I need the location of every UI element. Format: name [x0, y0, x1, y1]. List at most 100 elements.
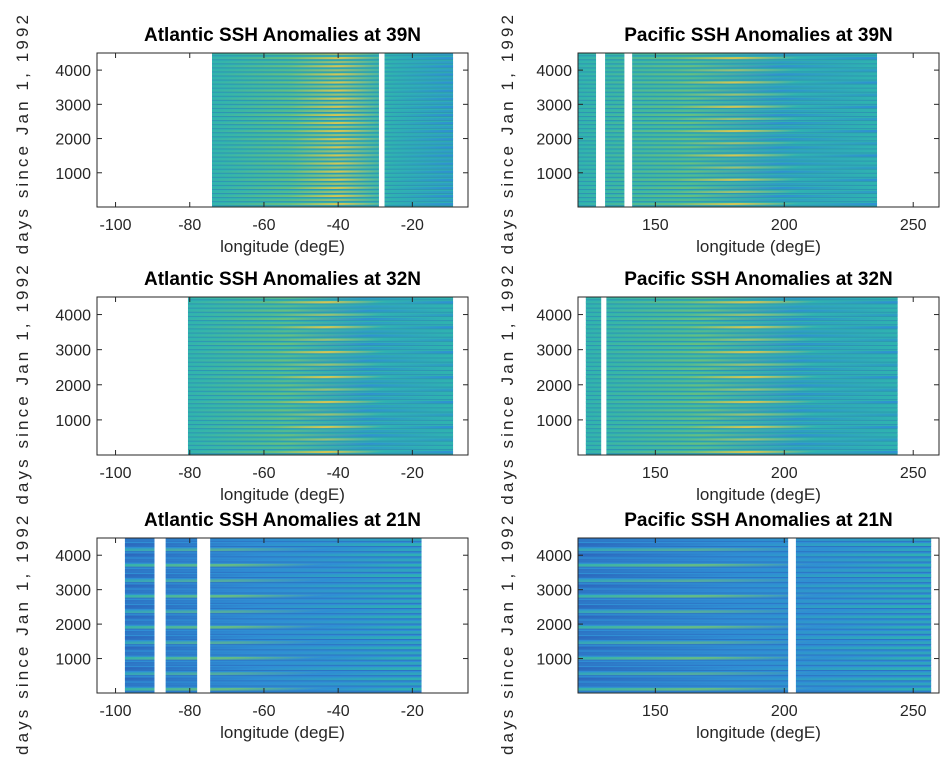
- anomaly-band: [578, 150, 878, 153]
- anomaly-trough: [578, 148, 878, 150]
- x-tick-label: -100: [100, 465, 132, 482]
- anomaly-trough: [578, 103, 878, 105]
- anomaly-trough: [585, 328, 898, 330]
- anomaly-trough: [124, 649, 422, 651]
- anomaly-trough: [124, 540, 422, 542]
- anomaly-band: [585, 430, 898, 433]
- anomaly-trough: [578, 670, 932, 672]
- anomaly-band: [124, 600, 422, 603]
- anomaly-trough: [578, 140, 878, 142]
- anomaly-band: [585, 421, 898, 425]
- anomaly-band: [585, 450, 898, 454]
- anomaly-trough: [578, 680, 932, 682]
- anomaly-trough: [212, 59, 454, 61]
- anomaly-trough: [212, 152, 454, 154]
- anomaly-band: [578, 600, 932, 603]
- anomaly-trough: [124, 556, 422, 558]
- anomaly-band: [124, 584, 422, 588]
- x-tick-label: 250: [900, 217, 927, 234]
- anomaly-band: [187, 334, 454, 337]
- anomaly-band: [578, 182, 878, 185]
- anomaly-band: [585, 413, 898, 416]
- anomaly-band: [578, 154, 878, 157]
- anomaly-band: [187, 305, 454, 308]
- anomaly-trough: [187, 386, 454, 388]
- anomaly-trough: [212, 83, 454, 85]
- anomaly-trough: [212, 95, 454, 97]
- anomaly-band: [585, 363, 898, 366]
- chart-title: Pacific SSH Anomalies at 39N: [624, 25, 893, 46]
- heatmap-field: [124, 538, 422, 693]
- anomaly-band: [212, 154, 454, 157]
- x-tick-label: -20: [401, 217, 424, 234]
- chart-title: Pacific SSH Anomalies at 21N: [624, 510, 893, 531]
- anomaly-trough: [578, 592, 932, 594]
- x-tick-label: 150: [642, 703, 669, 720]
- anomaly-band: [187, 388, 454, 391]
- anomaly-band: [124, 553, 422, 557]
- anomaly-band: [124, 615, 422, 619]
- y-tick-label: 2000: [536, 378, 572, 395]
- anomaly-trough: [585, 311, 898, 313]
- x-axis-label: longitude (degE): [220, 485, 345, 504]
- anomaly-trough: [578, 63, 878, 65]
- anomaly-band: [578, 57, 878, 60]
- y-tick-label: 3000: [55, 343, 91, 360]
- anomaly-trough: [578, 99, 878, 101]
- anomaly-trough: [212, 156, 454, 158]
- anomaly-band: [585, 301, 898, 304]
- anomaly-trough: [124, 597, 422, 599]
- anomaly-band: [187, 396, 454, 400]
- x-tick-label: -60: [252, 465, 275, 482]
- anomaly-trough: [585, 357, 898, 359]
- anomaly-band: [124, 569, 422, 572]
- anomaly-trough: [187, 440, 454, 442]
- anomaly-trough: [585, 403, 898, 405]
- anomaly-band: [585, 388, 898, 391]
- anomaly-band: [578, 543, 932, 547]
- anomaly-band: [578, 610, 932, 614]
- anomaly-band: [212, 138, 454, 141]
- anomaly-trough: [585, 361, 898, 363]
- y-tick-label: 1000: [55, 413, 91, 430]
- anomaly-band: [187, 317, 454, 321]
- anomaly-trough: [585, 340, 898, 342]
- anomaly-band: [578, 620, 932, 624]
- x-tick-label: -100: [100, 217, 132, 234]
- anomaly-band: [212, 101, 454, 104]
- anomaly-band: [212, 69, 454, 72]
- anomaly-trough: [124, 664, 422, 666]
- anomaly-band: [212, 117, 454, 121]
- x-tick-label: -80: [178, 465, 201, 482]
- anomaly-trough: [578, 164, 878, 166]
- anomaly-band: [585, 380, 898, 383]
- anomaly-trough: [578, 188, 878, 190]
- x-axis-label: longitude (degE): [220, 723, 345, 742]
- anomaly-trough: [187, 399, 454, 401]
- anomaly-trough: [585, 353, 898, 355]
- anomaly-band: [187, 413, 454, 416]
- anomaly-trough: [585, 349, 898, 351]
- anomaly-trough: [187, 320, 454, 322]
- anomaly-band: [187, 409, 454, 412]
- anomaly-trough: [212, 120, 454, 122]
- anomaly-trough: [124, 587, 422, 589]
- missing-data-gap: [601, 297, 607, 455]
- axes-frame: [577, 296, 940, 456]
- anomaly-band: [578, 61, 878, 64]
- anomaly-band: [578, 636, 932, 640]
- anomaly-trough: [212, 67, 454, 69]
- anomaly-band: [578, 125, 878, 129]
- y-tick-label: 1000: [536, 166, 572, 183]
- anomaly-trough: [212, 87, 454, 89]
- anomaly-band: [585, 326, 898, 329]
- y-tick-label: 4000: [55, 548, 91, 565]
- y-tick-label: 1000: [55, 652, 91, 669]
- y-tick-label: 3000: [536, 343, 572, 360]
- y-tick-label: 3000: [536, 97, 572, 114]
- y-tick-label: 2000: [536, 132, 572, 149]
- x-tick-label: -60: [252, 217, 275, 234]
- anomaly-band: [187, 400, 454, 404]
- x-axis-label: longitude (degE): [220, 237, 345, 256]
- anomaly-trough: [578, 67, 878, 69]
